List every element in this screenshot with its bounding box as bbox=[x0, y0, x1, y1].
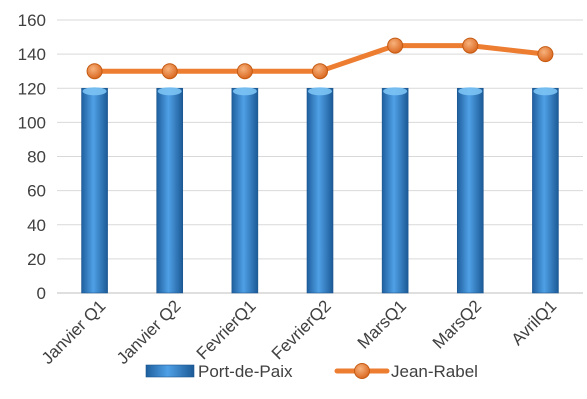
bar bbox=[532, 87, 559, 294]
y-tick-label: 140 bbox=[18, 45, 46, 64]
x-axis-tick-labels: Janvier Q1 Janvier Q2 FevrierQ1 FevrierQ2 Ma… bbox=[38, 296, 560, 368]
legend-label: Port-de-Paix bbox=[198, 362, 293, 381]
bar-top-highlight bbox=[458, 87, 483, 96]
line-point bbox=[537, 46, 554, 63]
bar-series bbox=[81, 87, 559, 294]
line-point bbox=[312, 63, 328, 80]
y-tick-label: 60 bbox=[27, 182, 46, 201]
bar-top-highlight bbox=[82, 87, 107, 96]
bar bbox=[81, 87, 108, 294]
y-axis-tick-labels: 0 20 40 60 80 100 120 140 160 bbox=[18, 11, 46, 303]
x-tick-label: Janvier Q1 bbox=[38, 296, 110, 368]
x-tick-label: FevrierQ1 bbox=[193, 296, 260, 363]
bar bbox=[231, 87, 259, 294]
bar-top-highlight bbox=[533, 87, 558, 96]
line-point bbox=[161, 63, 178, 80]
x-tick-label: AvrilQ1 bbox=[508, 296, 561, 349]
legend-swatch-bar bbox=[145, 364, 195, 378]
bar bbox=[381, 87, 409, 294]
bar-top-highlight bbox=[157, 87, 182, 96]
y-tick-label: 100 bbox=[18, 113, 46, 132]
y-tick-label: 0 bbox=[37, 284, 46, 303]
y-tick-label: 120 bbox=[18, 79, 46, 98]
legend-label: Jean-Rabel bbox=[391, 362, 478, 381]
y-tick-label: 40 bbox=[27, 216, 46, 235]
line-point bbox=[462, 37, 479, 54]
legend: Port-de-Paix Jean-Rabel bbox=[145, 362, 478, 381]
bar-top-highlight bbox=[232, 87, 257, 96]
line-point bbox=[387, 37, 404, 54]
y-tick-label: 20 bbox=[27, 250, 46, 269]
x-tick-label: Janvier Q2 bbox=[113, 296, 185, 368]
line-point bbox=[236, 63, 253, 80]
bar-top-highlight bbox=[383, 87, 408, 96]
bar bbox=[456, 87, 484, 294]
bar-top-highlight bbox=[308, 87, 332, 96]
legend-swatch-marker bbox=[354, 363, 370, 379]
x-tick-label: FevrierQ2 bbox=[268, 296, 335, 363]
line-series bbox=[86, 37, 554, 80]
bar bbox=[306, 87, 334, 294]
line-point bbox=[86, 63, 103, 80]
bar bbox=[156, 87, 184, 294]
y-tick-label: 160 bbox=[18, 11, 46, 30]
x-tick-label: MarsQ1 bbox=[354, 296, 410, 352]
x-tick-label: MarsQ2 bbox=[429, 296, 485, 352]
y-tick-label: 80 bbox=[27, 148, 46, 167]
